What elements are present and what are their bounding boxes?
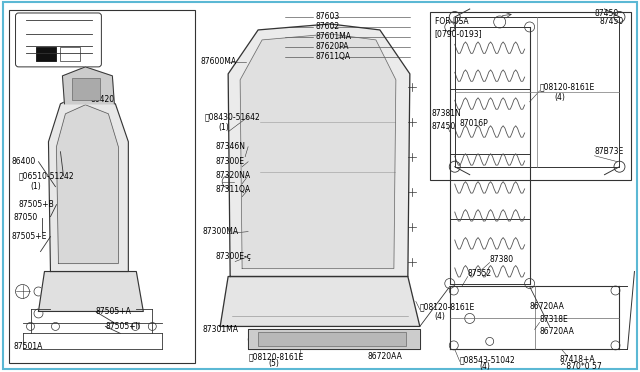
Polygon shape [248, 330, 420, 349]
Text: 87505+II: 87505+II [106, 322, 141, 331]
Text: Ⓝ06510-51242: Ⓝ06510-51242 [19, 171, 74, 180]
Text: 87418+A: 87418+A [559, 355, 595, 364]
Text: 87311QA: 87311QA [215, 185, 250, 194]
Text: [0790-0193]: [0790-0193] [435, 29, 483, 38]
Text: (1): (1) [218, 123, 229, 132]
Text: (4): (4) [435, 312, 445, 321]
Polygon shape [56, 105, 118, 263]
Text: 87320NA: 87320NA [215, 171, 250, 180]
Polygon shape [38, 272, 143, 311]
Polygon shape [228, 24, 410, 276]
Text: 87620PA: 87620PA [315, 42, 349, 51]
Text: 86720AA: 86720AA [530, 302, 564, 311]
Text: 87450: 87450 [432, 122, 456, 131]
Text: FOR USA: FOR USA [435, 17, 468, 26]
Bar [36, 47, 56, 61]
Polygon shape [49, 92, 129, 272]
Text: 86400: 86400 [12, 157, 36, 166]
Bar [8, 10, 195, 363]
Bar [258, 333, 406, 346]
Text: 87611QA: 87611QA [315, 52, 350, 61]
Text: 87602: 87602 [315, 22, 339, 32]
Text: 87016P: 87016P [460, 119, 488, 128]
Text: (4): (4) [480, 362, 491, 371]
Text: ^870*0 57: ^870*0 57 [559, 362, 602, 371]
Polygon shape [63, 67, 115, 104]
Polygon shape [240, 34, 396, 269]
Text: 87505+E: 87505+E [12, 232, 47, 241]
Text: 87381N: 87381N [432, 109, 461, 118]
Text: 87318E: 87318E [540, 315, 568, 324]
Text: 87600MA: 87600MA [200, 57, 236, 66]
Text: (4): (4) [555, 93, 566, 102]
Text: 87603: 87603 [315, 13, 339, 22]
Text: 86720AA: 86720AA [540, 327, 575, 336]
Text: 87300E: 87300E [215, 157, 244, 166]
Text: Ⓝ08543-51042: Ⓝ08543-51042 [460, 355, 515, 364]
Text: 87B73E: 87B73E [595, 147, 624, 156]
Text: 87301MA: 87301MA [202, 325, 238, 334]
Bar [60, 47, 81, 61]
Text: 87300MA: 87300MA [202, 227, 238, 236]
Text: 87450: 87450 [595, 9, 619, 19]
Text: 87552: 87552 [468, 269, 492, 278]
Text: 87501A: 87501A [13, 342, 43, 351]
Text: 87050: 87050 [13, 213, 38, 222]
Text: ⒲08120-8161E: ⒲08120-8161E [420, 302, 475, 311]
Text: 86420: 86420 [90, 95, 115, 104]
Text: (1): (1) [31, 182, 41, 191]
Text: Ⓝ08430-51642: Ⓝ08430-51642 [204, 112, 260, 121]
Text: 87505+A: 87505+A [95, 307, 131, 316]
Polygon shape [220, 276, 420, 326]
Bar [72, 78, 100, 100]
Text: 87450: 87450 [600, 17, 624, 26]
Bar [36, 47, 56, 61]
Bar [430, 12, 632, 180]
Text: 87505+B: 87505+B [19, 200, 54, 209]
Text: 87300E-ç: 87300E-ç [215, 252, 251, 261]
Text: (5): (5) [268, 359, 279, 368]
Text: ⒲08120-8161E: ⒲08120-8161E [540, 82, 595, 92]
Text: ⒲08120-8161E: ⒲08120-8161E [248, 352, 303, 361]
Text: 87601MA: 87601MA [315, 32, 351, 41]
Text: 86720AA: 86720AA [368, 352, 403, 361]
Text: 87380: 87380 [490, 255, 514, 264]
Text: 87346N: 87346N [215, 142, 245, 151]
